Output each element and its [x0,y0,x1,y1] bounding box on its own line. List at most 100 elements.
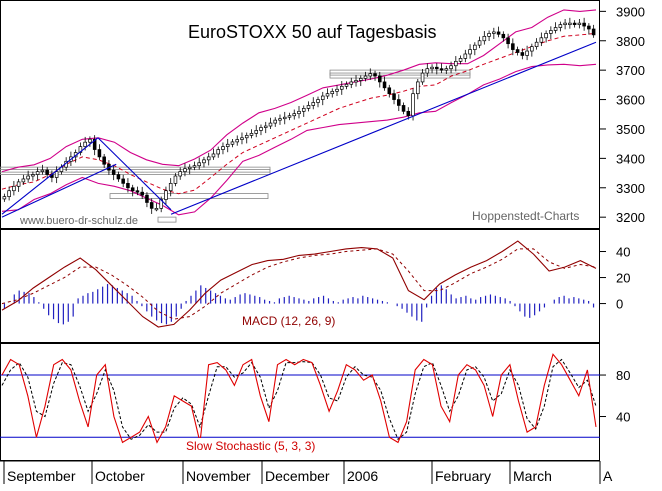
candle-body [7,190,11,197]
candle-body [12,185,16,192]
price-y-tick-label: 3200 [616,210,645,225]
candle-body [263,125,268,128]
candle-body [140,191,144,196]
candle-body [544,33,548,39]
candle-body [192,165,197,168]
candle-body [21,178,26,183]
candle-body [392,93,396,100]
candle-body [344,83,349,87]
candle-body [492,31,496,34]
lower-bollinger-line [1,63,597,216]
candle-body [278,118,282,121]
chart-title: EuroSTOXX 50 auf Tagesbasis [188,22,436,42]
candle-body [439,68,444,71]
candle-body [135,190,140,193]
candle-body [382,81,387,89]
candle-body [591,28,596,36]
panel-frames [0,0,600,461]
candle-body [83,141,87,147]
x-axis-label: October [95,468,145,484]
candle-body [449,65,453,70]
candle-body [2,196,7,200]
candle-body [378,75,382,83]
candle-body [197,162,201,167]
candle-body [515,49,520,53]
upper-bollinger-line [1,9,597,173]
candle-body [202,159,206,164]
candle-body [164,190,168,200]
price-y-tick-label: 3600 [616,93,645,108]
candle-body [88,138,92,143]
candle-body [126,183,130,189]
candle-body [354,80,358,83]
candle-body [549,30,553,34]
x-axis-label: November [186,468,251,484]
candle-body [330,90,335,95]
stochastic-label: Slow Stochastic (5, 3, 3) [186,439,315,453]
price-y-tick-label: 3900 [616,4,645,19]
candle-body [397,99,401,106]
macd-y-axis: 40 20 0 [600,245,630,312]
candle-body [221,146,225,150]
candle-body [496,31,501,35]
candle-body [121,178,125,184]
candle-body [359,78,363,81]
candle-body [463,53,468,59]
candle-body [102,156,106,165]
candle-body [534,41,539,47]
watermark-right: Hoppenstedt-Charts [472,209,579,223]
candle-body [506,37,510,45]
candle-body [230,141,235,145]
candle-body [31,174,35,177]
candle-body [349,81,354,85]
support-resistance-box [109,193,269,199]
candle-body [435,66,439,70]
x-axis-label: September [7,468,76,484]
candle-body [301,108,306,112]
candle-body [320,95,325,100]
candle-body [254,130,259,134]
support-resistance-box [157,216,177,223]
x-axis-label: February [435,468,491,484]
candle-body [282,116,287,120]
candle-body [211,153,216,158]
candle-body [501,33,506,39]
candle-body [183,168,187,172]
candle-body [225,143,230,147]
candle-body [235,139,239,143]
trend-lines [1,41,597,218]
candle-body [339,85,344,90]
candle-body [482,35,487,42]
candle-body [116,174,121,180]
x-axis-label: 2006 [347,468,378,484]
candle-body [468,49,472,55]
candle-body [582,22,586,27]
candle-body [525,50,529,56]
x-axis-label: December [265,468,330,484]
support-resistance-box [329,69,471,76]
price-panel-frame [0,0,600,229]
stochastic-lines [1,353,597,444]
candle-body [368,73,373,77]
candle-body [563,22,567,25]
macd-label: MACD (12, 26, 9) [242,314,335,328]
candle-body [97,149,102,158]
candle-body [78,146,83,153]
stochastic-y-tick-label: 40 [616,410,630,425]
candle-body [363,75,368,79]
candle-body [387,87,392,95]
candle-body [149,202,154,209]
candle-body [311,102,316,106]
candle-body [306,105,311,109]
price-y-tick-label: 3400 [616,151,645,166]
macd-line [1,240,597,328]
candle-body [297,110,301,115]
candle-body [145,194,149,203]
macd-y-tick-label: 0 [616,297,623,312]
candle-body [40,169,45,172]
stochastic-levels [0,374,600,438]
candle-body [240,137,244,140]
candle-body [416,81,420,95]
